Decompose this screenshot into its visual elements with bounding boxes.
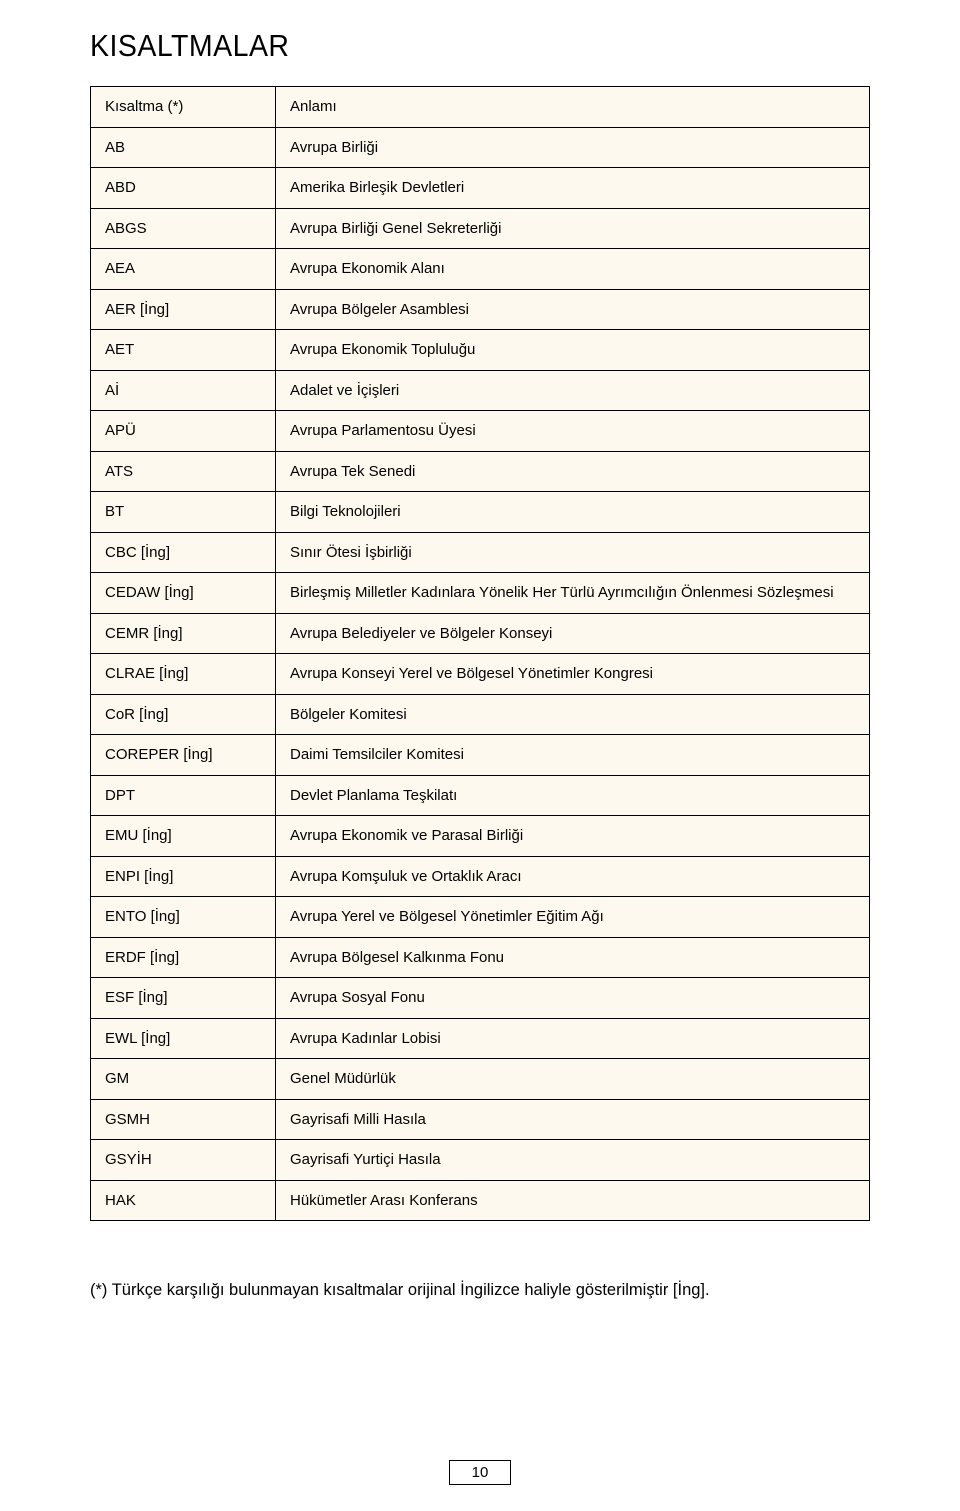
cell-abbr: AEA [91,249,276,290]
cell-abbr: AER [İng] [91,289,276,330]
table-row: EMU [İng]Avrupa Ekonomik ve Parasal Birl… [91,816,870,857]
cell-abbr: ENTO [İng] [91,897,276,938]
cell-abbr: ENPI [İng] [91,856,276,897]
header-abbr: Kısaltma (*) [91,87,276,128]
table-row: CoR [İng]Bölgeler Komitesi [91,694,870,735]
cell-meaning: Avrupa Yerel ve Bölgesel Yönetimler Eğit… [276,897,870,938]
cell-meaning: Amerika Birleşik Devletleri [276,168,870,209]
table-row: AEAAvrupa Ekonomik Alanı [91,249,870,290]
cell-meaning: Sınır Ötesi İşbirliği [276,532,870,573]
table-row: COREPER [İng]Daimi Temsilciler Komitesi [91,735,870,776]
cell-abbr: EWL [İng] [91,1018,276,1059]
cell-meaning: Gayrisafi Milli Hasıla [276,1099,870,1140]
cell-abbr: DPT [91,775,276,816]
cell-meaning: Avrupa Bölgeler Asamblesi [276,289,870,330]
cell-abbr: HAK [91,1180,276,1221]
page-number-wrap: 10 [0,1460,960,1485]
cell-meaning: Avrupa Tek Senedi [276,451,870,492]
cell-abbr: CEDAW [İng] [91,573,276,614]
cell-meaning: Avrupa Birliği Genel Sekreterliği [276,208,870,249]
cell-meaning: Avrupa Birliği [276,127,870,168]
cell-abbr: Aİ [91,370,276,411]
cell-abbr: ABGS [91,208,276,249]
cell-meaning: Bilgi Teknolojileri [276,492,870,533]
cell-meaning: Avrupa Belediyeler ve Bölgeler Konseyi [276,613,870,654]
cell-meaning: Avrupa Sosyal Fonu [276,978,870,1019]
table-header-row: Kısaltma (*)Anlamı [91,87,870,128]
abbreviations-table: Kısaltma (*)AnlamıABAvrupa BirliğiABDAme… [90,86,870,1221]
table-row: AER [İng]Avrupa Bölgeler Asamblesi [91,289,870,330]
cell-abbr: ESF [İng] [91,978,276,1019]
table-row: EWL [İng]Avrupa Kadınlar Lobisi [91,1018,870,1059]
table-row: APÜAvrupa Parlamentosu Üyesi [91,411,870,452]
cell-meaning: Avrupa Ekonomik Alanı [276,249,870,290]
cell-abbr: CBC [İng] [91,532,276,573]
table-row: CEMR [İng]Avrupa Belediyeler ve Bölgeler… [91,613,870,654]
cell-meaning: Avrupa Parlamentosu Üyesi [276,411,870,452]
cell-abbr: AB [91,127,276,168]
table-row: CBC [İng]Sınır Ötesi İşbirliği [91,532,870,573]
table-body: Kısaltma (*)AnlamıABAvrupa BirliğiABDAme… [91,87,870,1221]
cell-abbr: CEMR [İng] [91,613,276,654]
cell-abbr: ATS [91,451,276,492]
cell-abbr: GSYİH [91,1140,276,1181]
table-row: CEDAW [İng]Birleşmiş Milletler Kadınlara… [91,573,870,614]
table-row: ENTO [İng]Avrupa Yerel ve Bölgesel Yönet… [91,897,870,938]
table-row: ESF [İng]Avrupa Sosyal Fonu [91,978,870,1019]
footnote-text: (*) Türkçe karşılığı bulunmayan kısaltma… [90,1279,870,1302]
cell-abbr: APÜ [91,411,276,452]
cell-meaning: Devlet Planlama Teşkilatı [276,775,870,816]
table-row: ABDAmerika Birleşik Devletleri [91,168,870,209]
table-row: ABAvrupa Birliği [91,127,870,168]
table-row: ATSAvrupa Tek Senedi [91,451,870,492]
cell-meaning: Avrupa Komşuluk ve Ortaklık Aracı [276,856,870,897]
table-row: ENPI [İng]Avrupa Komşuluk ve Ortaklık Ar… [91,856,870,897]
table-row: ABGSAvrupa Birliği Genel Sekreterliği [91,208,870,249]
table-row: ERDF [İng]Avrupa Bölgesel Kalkınma Fonu [91,937,870,978]
cell-meaning: Avrupa Kadınlar Lobisi [276,1018,870,1059]
cell-meaning: Genel Müdürlük [276,1059,870,1100]
cell-abbr: COREPER [İng] [91,735,276,776]
cell-meaning: Bölgeler Komitesi [276,694,870,735]
cell-abbr: BT [91,492,276,533]
cell-meaning: Daimi Temsilciler Komitesi [276,735,870,776]
cell-meaning: Hükümetler Arası Konferans [276,1180,870,1221]
cell-meaning: Gayrisafi Yurtiçi Hasıla [276,1140,870,1181]
table-row: AİAdalet ve İçişleri [91,370,870,411]
cell-abbr: GSMH [91,1099,276,1140]
cell-abbr: GM [91,1059,276,1100]
cell-meaning: Avrupa Konseyi Yerel ve Bölgesel Yönetim… [276,654,870,695]
cell-abbr: CoR [İng] [91,694,276,735]
table-row: HAKHükümetler Arası Konferans [91,1180,870,1221]
document-page: KISALTMALAR Kısaltma (*)AnlamıABAvrupa B… [0,0,960,1511]
cell-meaning: Adalet ve İçişleri [276,370,870,411]
cell-abbr: EMU [İng] [91,816,276,857]
cell-abbr: CLRAE [İng] [91,654,276,695]
header-meaning: Anlamı [276,87,870,128]
table-row: GSYİHGayrisafi Yurtiçi Hasıla [91,1140,870,1181]
page-number: 10 [449,1460,512,1485]
cell-abbr: ABD [91,168,276,209]
table-row: GMGenel Müdürlük [91,1059,870,1100]
cell-meaning: Avrupa Bölgesel Kalkınma Fonu [276,937,870,978]
table-row: BTBilgi Teknolojileri [91,492,870,533]
table-row: DPTDevlet Planlama Teşkilatı [91,775,870,816]
table-row: AETAvrupa Ekonomik Topluluğu [91,330,870,371]
cell-abbr: AET [91,330,276,371]
cell-meaning: Avrupa Ekonomik ve Parasal Birliği [276,816,870,857]
table-row: CLRAE [İng]Avrupa Konseyi Yerel ve Bölge… [91,654,870,695]
table-row: GSMHGayrisafi Milli Hasıla [91,1099,870,1140]
cell-meaning: Birleşmiş Milletler Kadınlara Yönelik He… [276,573,870,614]
cell-meaning: Avrupa Ekonomik Topluluğu [276,330,870,371]
cell-abbr: ERDF [İng] [91,937,276,978]
page-title: KISALTMALAR [90,28,808,64]
